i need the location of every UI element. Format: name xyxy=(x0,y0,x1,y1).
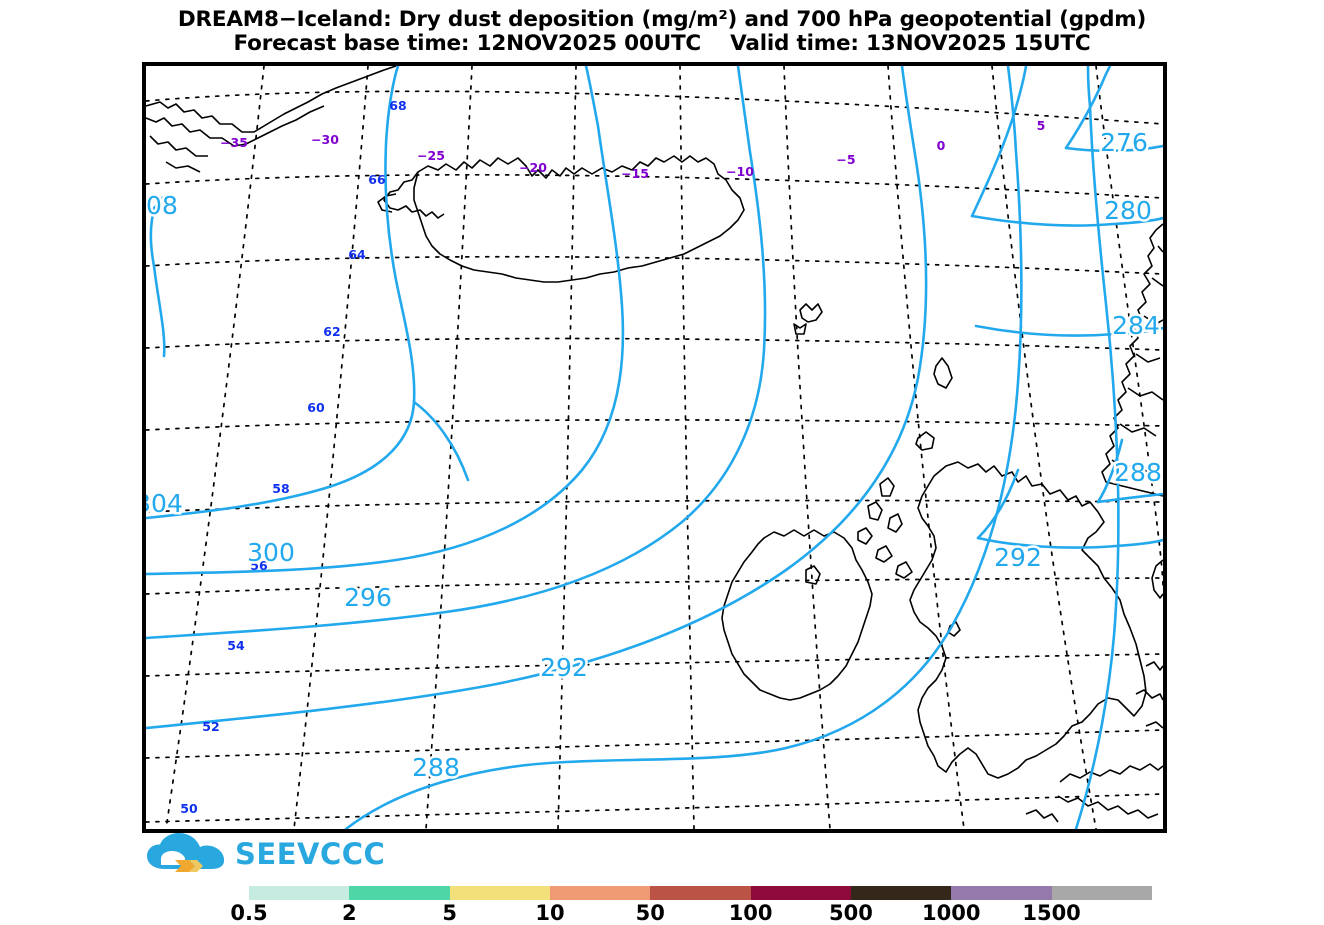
coastlines xyxy=(146,66,1163,823)
colorbar-tick: 500 xyxy=(829,901,873,925)
contour-label: 308 xyxy=(146,191,178,220)
contour-label: 292 xyxy=(540,653,588,682)
colorbar-strip xyxy=(249,886,1152,900)
colorbar-ticks: 0.5 2 5 10 50 100 500 1000 1500 xyxy=(230,901,1152,925)
contour-label: 284 xyxy=(1112,311,1160,340)
map-canvas: −35 −30 −25 −20 −15 −10 −5 0 5 68 66 64 … xyxy=(146,66,1163,829)
lon-label: 5 xyxy=(1037,118,1046,133)
title-line-1: DREAM8−Iceland: Dry dust deposition (mg/… xyxy=(177,7,1147,32)
colorbar-segment xyxy=(549,886,651,900)
lat-label: 56 xyxy=(250,558,268,573)
colorbar-segment xyxy=(1051,886,1152,900)
geopotential-contours xyxy=(146,66,1163,829)
colorbar-segment xyxy=(750,886,851,900)
lon-label: −25 xyxy=(417,148,445,163)
colorbar-tick: 1500 xyxy=(1022,901,1081,925)
map-frame: −35 −30 −25 −20 −15 −10 −5 0 5 68 66 64 … xyxy=(142,62,1167,833)
contour-label: 296 xyxy=(344,583,392,612)
colorbar-legend: 0.5 2 5 10 50 100 500 1000 1500 xyxy=(230,886,1152,925)
colorbar-tick: 50 xyxy=(635,901,665,925)
contour-label: 276 xyxy=(1100,128,1148,157)
lat-label: 64 xyxy=(348,247,366,262)
lon-label: 0 xyxy=(937,138,946,153)
colorbar-segment xyxy=(449,886,550,900)
colorbar-segment xyxy=(249,886,350,900)
graticule xyxy=(146,66,1163,829)
colorbar-tick: 100 xyxy=(728,901,773,925)
colorbar-tick: 5 xyxy=(442,901,457,925)
lon-label: −15 xyxy=(621,166,649,181)
lat-label: 50 xyxy=(180,801,198,816)
lon-label: −20 xyxy=(519,160,547,175)
longitude-labels: −35 −30 −25 −20 −15 −10 −5 0 5 xyxy=(220,118,1045,181)
lat-label: 52 xyxy=(202,719,219,734)
lon-label: −5 xyxy=(836,152,855,167)
colorbar-tick: 1000 xyxy=(922,901,981,925)
contour-label: 280 xyxy=(1104,196,1152,225)
colorbar-segment xyxy=(650,886,751,900)
logo-text: SEEVCCC xyxy=(235,837,386,871)
contour-label: 300 xyxy=(247,538,295,567)
colorbar-tick: 2 xyxy=(342,901,357,925)
colorbar-tick: 0.5 xyxy=(230,901,268,925)
lon-label: −35 xyxy=(220,135,248,150)
lon-label: −30 xyxy=(311,132,339,147)
contour-labels: 276 280 284 288 292 292 288 296 300 304 … xyxy=(146,126,1163,785)
cloud-icon xyxy=(147,833,225,872)
lat-label: 66 xyxy=(368,172,386,187)
lat-label: 60 xyxy=(307,400,325,415)
lat-label: 62 xyxy=(323,324,340,339)
lat-label: 54 xyxy=(227,638,245,653)
colorbar-segment xyxy=(951,886,1052,900)
contour-label: 292 xyxy=(994,543,1042,572)
title-line-2: Forecast base time: 12NOV2025 00UTC Vali… xyxy=(233,31,1091,57)
contour-label: 304 xyxy=(146,489,183,518)
seevccc-logo: SEEVCCC xyxy=(145,833,385,877)
lat-label: 68 xyxy=(389,98,406,113)
latitude-labels: 68 66 64 62 60 58 56 54 52 50 xyxy=(180,98,406,816)
colorbar-segment xyxy=(850,886,952,900)
lat-label: 58 xyxy=(272,481,289,496)
lon-label: −10 xyxy=(726,164,754,179)
colorbar-segment xyxy=(349,886,450,900)
contour-label: 288 xyxy=(1114,458,1162,487)
chart-title-block: DREAM8−Iceland: Dry dust deposition (mg/… xyxy=(0,7,1324,57)
contour-label: 288 xyxy=(412,753,460,782)
colorbar-tick: 10 xyxy=(535,901,565,925)
